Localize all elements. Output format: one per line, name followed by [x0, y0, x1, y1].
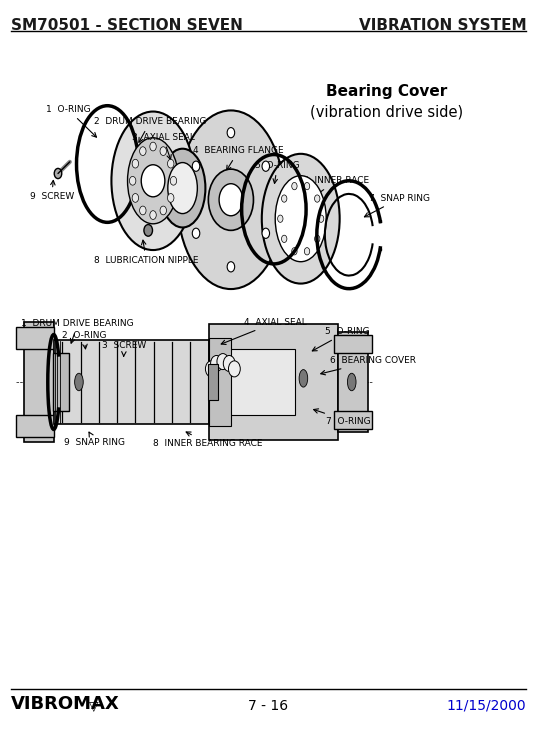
Circle shape	[304, 182, 310, 190]
Bar	[53, 353, 69, 411]
Ellipse shape	[111, 112, 194, 250]
Circle shape	[211, 356, 222, 372]
Text: ▽: ▽	[89, 700, 98, 713]
Circle shape	[304, 248, 310, 255]
Circle shape	[318, 215, 324, 222]
Bar	[226, 349, 295, 415]
Text: 9  SCREW: 9 SCREW	[30, 180, 74, 201]
Circle shape	[144, 225, 153, 236]
Bar	[209, 324, 338, 440]
Text: VIBRATION SYSTEM: VIBRATION SYSTEM	[359, 18, 526, 34]
Text: 6  INNER RACE: 6 INNER RACE	[303, 176, 369, 200]
Bar	[334, 335, 372, 353]
Text: 8  LUBRICATION NIPPLE: 8 LUBRICATION NIPPLE	[94, 240, 199, 265]
Bar	[334, 411, 372, 429]
Text: 6  BEARING COVER: 6 BEARING COVER	[321, 356, 416, 375]
Ellipse shape	[128, 138, 178, 224]
Circle shape	[228, 361, 240, 377]
Circle shape	[227, 262, 235, 272]
Text: 3  SCREW: 3 SCREW	[102, 341, 146, 356]
Circle shape	[262, 228, 270, 238]
Text: 3  AXIAL SEAL: 3 AXIAL SEAL	[132, 133, 194, 160]
Circle shape	[278, 215, 283, 222]
Text: 8  INNER BEARING RACE: 8 INNER BEARING RACE	[153, 432, 263, 448]
Circle shape	[208, 169, 253, 230]
Text: 4  BEARING FLANGE: 4 BEARING FLANGE	[193, 147, 284, 170]
Ellipse shape	[168, 163, 198, 214]
Circle shape	[160, 206, 166, 215]
Circle shape	[315, 195, 320, 202]
Text: 7  O-RING: 7 O-RING	[314, 409, 371, 426]
Text: SM70501 - SECTION SEVEN: SM70501 - SECTION SEVEN	[11, 18, 243, 34]
Ellipse shape	[299, 370, 308, 387]
Circle shape	[160, 147, 166, 155]
Circle shape	[129, 176, 136, 185]
Text: 2  O-RING: 2 O-RING	[62, 331, 106, 349]
Text: 11/15/2000: 11/15/2000	[447, 699, 526, 713]
Text: 1  O-RING: 1 O-RING	[46, 105, 97, 137]
Ellipse shape	[177, 110, 285, 289]
Text: 7  SNAP RING: 7 SNAP RING	[365, 194, 431, 217]
Bar	[338, 332, 368, 432]
Circle shape	[281, 195, 287, 202]
Circle shape	[223, 356, 235, 372]
Circle shape	[192, 228, 200, 238]
Circle shape	[192, 161, 200, 171]
Bar	[24, 322, 54, 442]
Circle shape	[140, 206, 146, 215]
Circle shape	[132, 193, 139, 203]
Circle shape	[292, 182, 297, 190]
Circle shape	[168, 194, 174, 203]
Ellipse shape	[75, 373, 83, 391]
Circle shape	[150, 211, 156, 219]
Circle shape	[168, 160, 174, 168]
Text: 7 - 16: 7 - 16	[249, 699, 288, 713]
Circle shape	[227, 128, 235, 138]
Bar	[16, 415, 54, 437]
Circle shape	[140, 147, 146, 155]
Text: (vibration drive side): (vibration drive side)	[310, 104, 463, 120]
Circle shape	[292, 248, 297, 255]
Circle shape	[150, 142, 156, 151]
Ellipse shape	[347, 373, 356, 391]
Ellipse shape	[160, 149, 205, 227]
Circle shape	[217, 354, 229, 370]
Text: 4  AXIAL SEAL: 4 AXIAL SEAL	[221, 318, 307, 345]
Circle shape	[315, 235, 320, 243]
Circle shape	[262, 161, 270, 171]
Bar	[16, 327, 54, 349]
Circle shape	[206, 361, 217, 377]
Text: 5  O-RING: 5 O-RING	[313, 327, 369, 351]
Circle shape	[170, 176, 177, 185]
Circle shape	[141, 165, 165, 197]
Circle shape	[281, 235, 287, 243]
Text: Bearing Cover: Bearing Cover	[326, 84, 447, 99]
Text: 2  DRUM DRIVE BEARING: 2 DRUM DRIVE BEARING	[94, 117, 206, 142]
Bar	[209, 338, 231, 426]
Circle shape	[219, 184, 243, 216]
Text: 9  SNAP RING: 9 SNAP RING	[64, 432, 126, 447]
Circle shape	[132, 160, 139, 168]
Ellipse shape	[262, 154, 340, 284]
Ellipse shape	[275, 176, 326, 262]
Text: VIBROMAX: VIBROMAX	[11, 695, 120, 713]
Bar	[208, 364, 218, 400]
Text: 5  O-RING: 5 O-RING	[255, 161, 300, 184]
Text: 1  DRUM DRIVE BEARING: 1 DRUM DRIVE BEARING	[21, 319, 134, 343]
Bar	[54, 340, 209, 424]
Circle shape	[54, 168, 62, 179]
